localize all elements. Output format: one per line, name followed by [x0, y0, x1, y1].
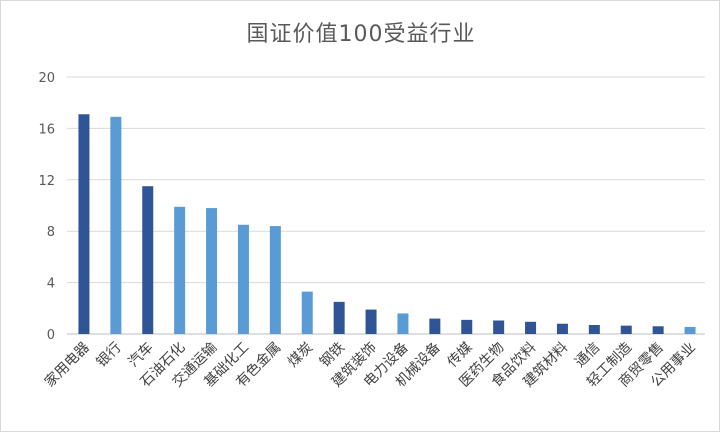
category-label: 煤炭: [285, 340, 316, 371]
category-label: 家用电器: [41, 339, 93, 391]
y-tick-label: 0: [47, 328, 55, 343]
bar: [174, 206, 186, 334]
bar: [301, 291, 313, 334]
bar: [652, 326, 664, 334]
bar: [556, 323, 568, 334]
y-tick-label: 4: [47, 277, 55, 292]
y-tick-label: 8: [47, 225, 55, 240]
bar: [365, 309, 377, 334]
y-tick-label: 20: [38, 71, 55, 86]
bar: [493, 320, 505, 334]
bar: [461, 319, 473, 334]
bar: [333, 301, 345, 334]
chart-title: 国证价值100受益行业: [246, 22, 476, 47]
y-tick-label: 12: [38, 174, 55, 189]
category-label: 银行: [94, 340, 125, 371]
bar: [684, 326, 696, 334]
bar: [588, 325, 600, 334]
bar: [620, 325, 632, 334]
bar: [78, 114, 90, 334]
bar: [525, 321, 537, 334]
bar: [206, 208, 218, 334]
bar: [142, 186, 154, 334]
bar: [397, 313, 409, 334]
y-tick-label: 16: [38, 122, 55, 137]
bar: [269, 226, 281, 334]
bar: [237, 224, 249, 334]
bar: [110, 116, 122, 335]
bar: [429, 318, 441, 334]
